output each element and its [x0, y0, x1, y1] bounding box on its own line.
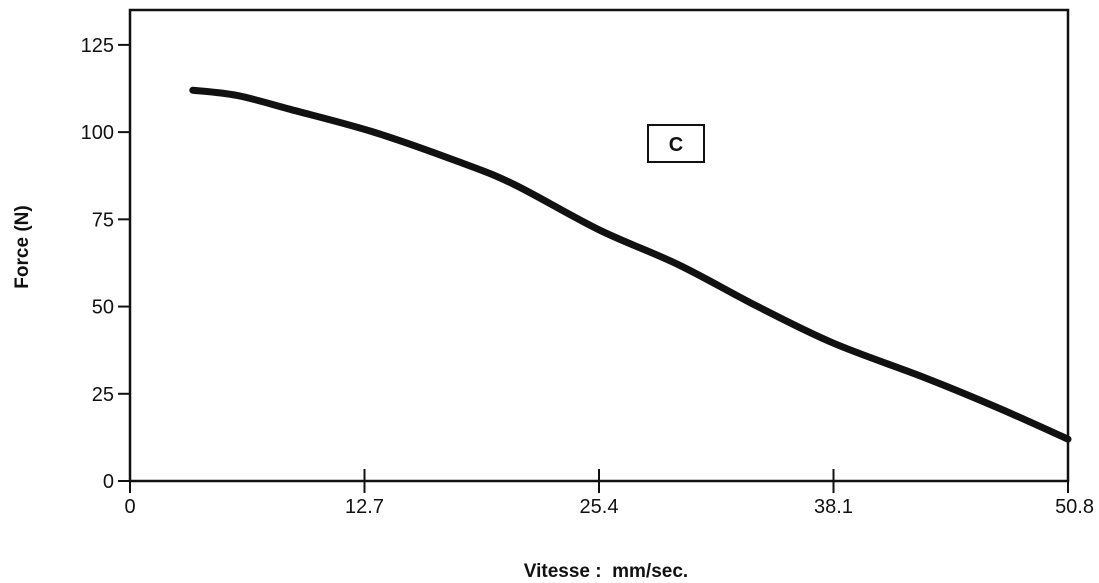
series-layer — [189, 86, 1072, 443]
annotation-label: C — [669, 134, 683, 156]
y-tick-label: 50 — [92, 297, 114, 319]
y-tick-label: 25 — [92, 384, 114, 406]
y-tick-label: 125 — [81, 35, 114, 57]
x-tick-label: 25.4 — [580, 496, 619, 518]
annotation-frame — [647, 124, 705, 163]
x-tick-label: 50.8 — [1055, 496, 1094, 518]
y-axis: 0 25 50 75 100 125 — [81, 35, 130, 493]
annotation-box: C — [647, 124, 705, 163]
x-axis: 0 12.7 25.4 38.1 50.8 — [124, 469, 1094, 518]
force-curve-line — [189, 86, 1072, 443]
y-tick-label: 100 — [81, 122, 114, 144]
x-tick-label: 12.7 — [345, 496, 384, 518]
plot-frame — [128, 8, 1070, 483]
chart-axes — [128, 8, 1070, 483]
x-tick-label: 0 — [124, 496, 135, 518]
y-tick-label: 75 — [92, 209, 114, 231]
y-axis-title: Force (N) — [12, 205, 33, 288]
y-tick-label: 0 — [103, 471, 114, 493]
x-axis-title: Vitesse : mm/sec. — [524, 561, 688, 582]
x-tick-label: 38.1 — [814, 496, 853, 518]
